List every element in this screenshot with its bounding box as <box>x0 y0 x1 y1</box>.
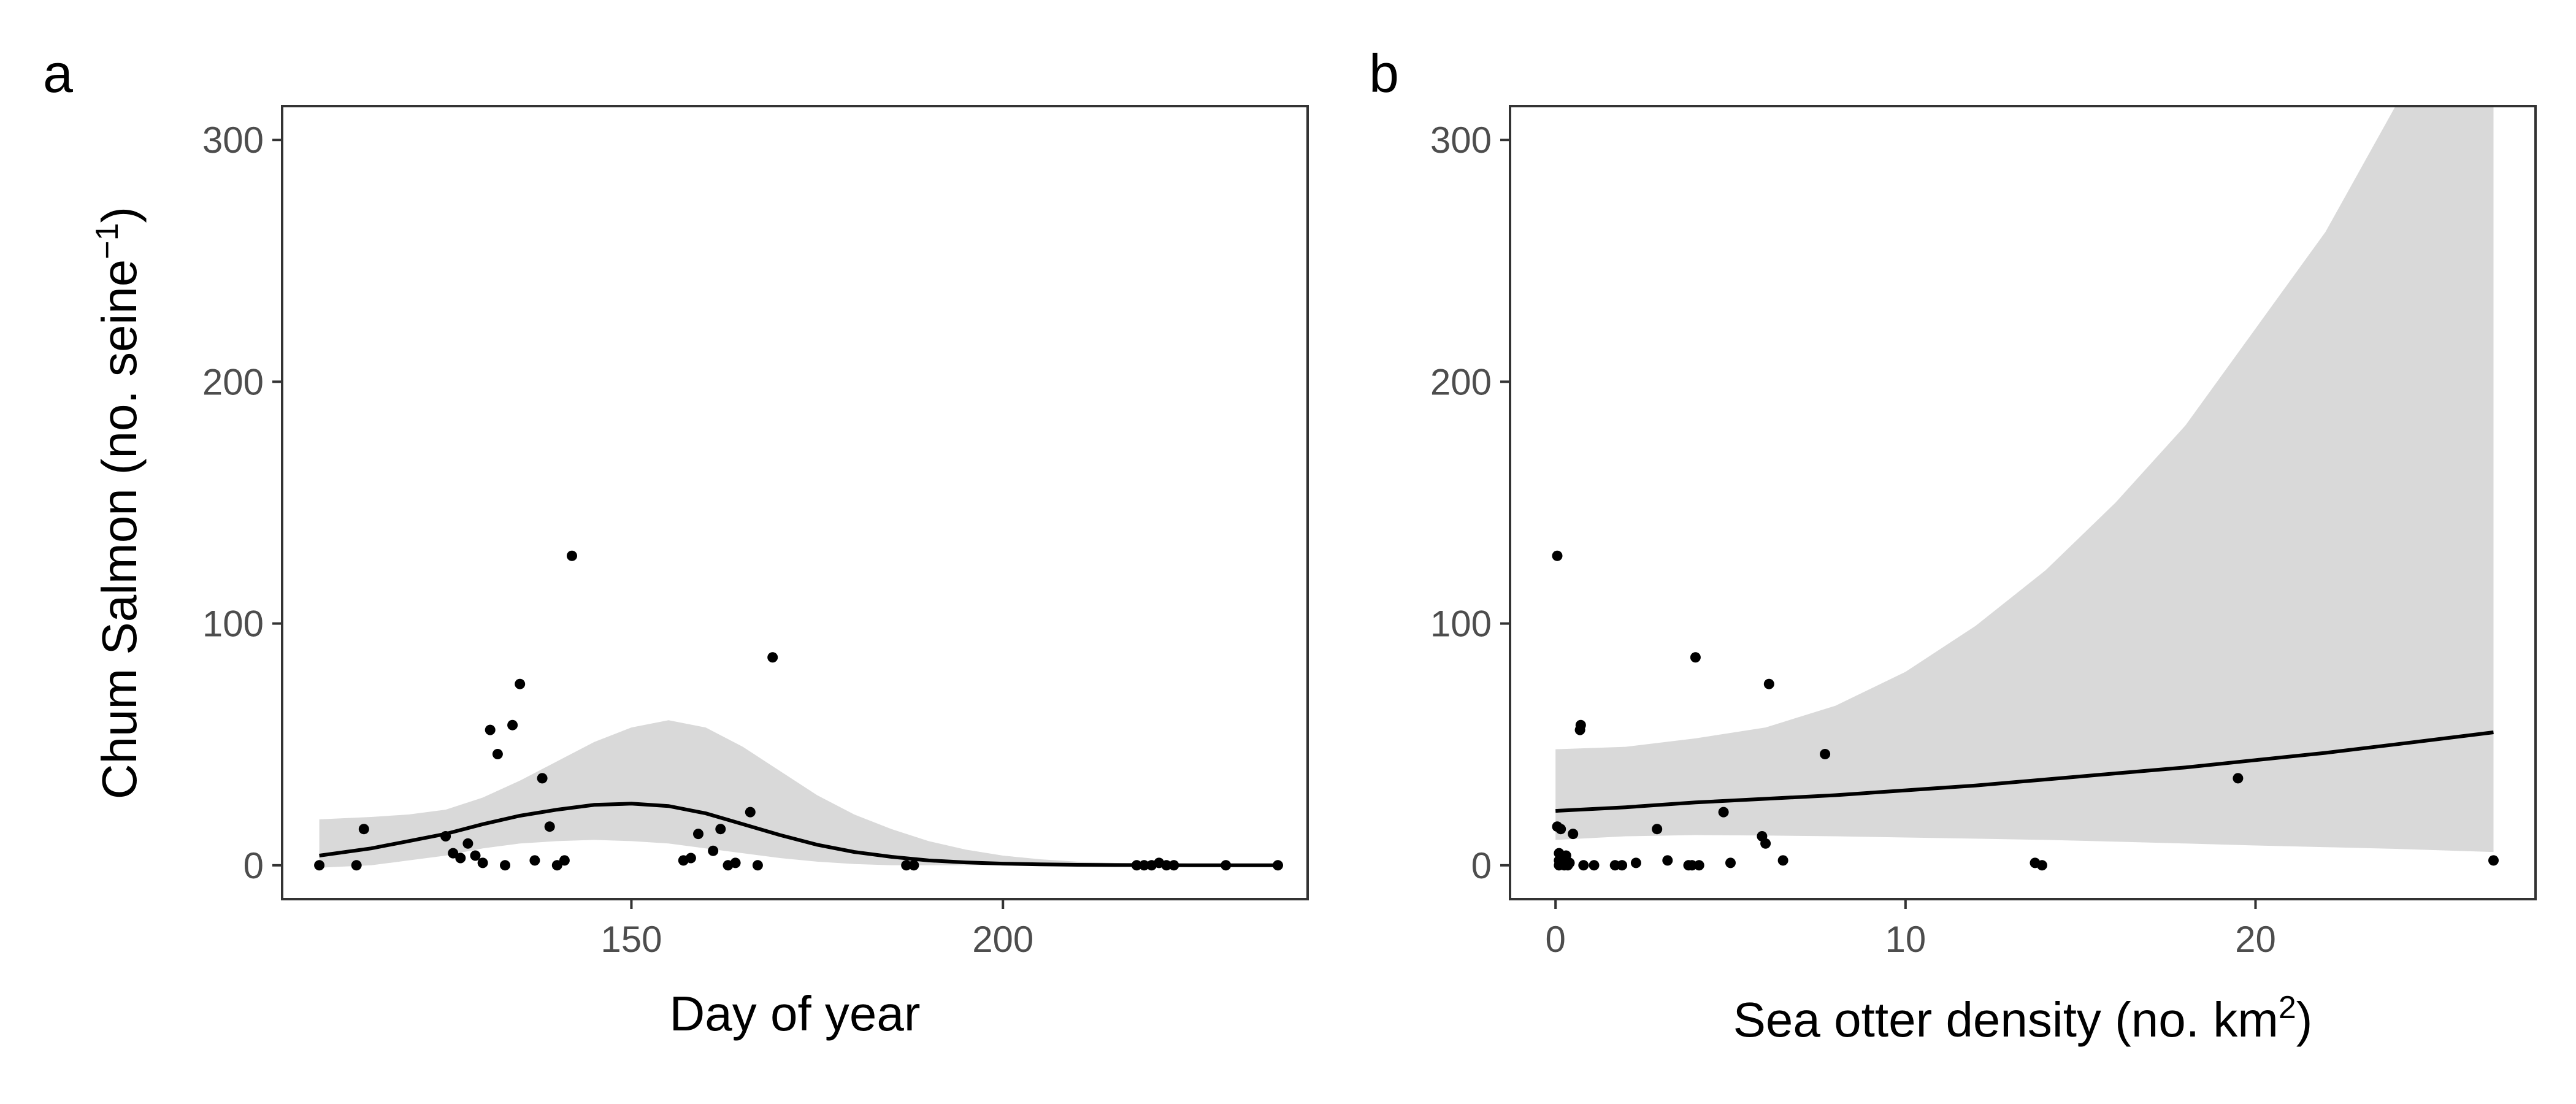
panel-a-data-point <box>551 860 562 871</box>
panel-b: b 0 100 200 300 0 10 20 Sea otter density (no.… <box>1369 43 2537 1047</box>
panel-b-fit-line <box>1555 730 2494 813</box>
panel-b-data-point <box>1564 857 1575 868</box>
panel-b-x-axis-title: Sea otter density (no. km2) <box>1733 990 2313 1047</box>
panel-b-x-tick-label: 20 <box>2235 919 2276 960</box>
panel-a-data-point <box>358 824 369 835</box>
panel-b-y-tick-label: 0 <box>1471 845 1492 886</box>
panel-b-y-tick-label: 100 <box>1430 604 1492 645</box>
panel-a-y-tick-label: 100 <box>202 604 264 645</box>
panel-b-data-point <box>2036 860 2047 871</box>
panel-a-data-point <box>567 550 577 561</box>
panel-b-data-point <box>2233 773 2244 784</box>
panel-b-data-point <box>1693 860 1704 871</box>
panel-a-data-point <box>440 831 451 841</box>
panel-a-data-point <box>715 824 726 835</box>
panel-b-data-point <box>1568 829 1579 840</box>
panel-a-data-point <box>730 857 741 868</box>
panel-b-x-tick-label: 10 <box>1885 919 1926 960</box>
panel-b-border <box>1509 105 2537 900</box>
panel-a-data-point <box>485 724 496 735</box>
panel-a-data-point <box>1138 860 1149 871</box>
panel-b-x-axis-title-superscript: 2 <box>2279 990 2296 1025</box>
panel-b-data-point <box>1690 652 1701 663</box>
panel-b-data-point <box>1578 860 1589 871</box>
panel-a-y-axis-title-superscript: −1 <box>90 223 125 259</box>
panel-a-y-tick-label: 300 <box>202 120 264 161</box>
panel-a-data-point <box>455 853 466 864</box>
panel-b-data-point <box>1718 807 1729 818</box>
panel-a-data-point <box>752 860 763 871</box>
panel-a-data-point <box>1161 860 1172 871</box>
panel-a-data-point <box>559 855 570 866</box>
panel-b-data-point <box>1589 860 1600 871</box>
panel-a-x-axis-title: Day of year <box>669 986 920 1041</box>
panel-a-data-point <box>544 821 555 832</box>
panel-a: a 0 100 200 300 150 200 Day of year Chum Salm… <box>43 43 1309 1041</box>
panel-a-confidence-ribbon <box>319 720 1278 868</box>
panel-a-data-point <box>685 853 696 864</box>
panel-a-y-tick-label: 0 <box>243 845 264 886</box>
panel-a-data-point <box>908 860 919 871</box>
panel-a-data-point <box>470 850 481 861</box>
panel-a-data-point <box>537 773 548 784</box>
panel-b-y-tick-label: 200 <box>1430 361 1492 402</box>
panel-a-data-point <box>529 855 540 866</box>
panel-a-data-point <box>477 857 488 868</box>
panel-b-data-point <box>1652 824 1663 835</box>
panel-b-y-tick-label: 300 <box>1430 120 1492 161</box>
panel-b-data-point <box>1617 860 1628 871</box>
panel-a-data-point <box>500 860 510 871</box>
panel-a-x-tick-label: 150 <box>600 919 662 960</box>
panel-a-data-point <box>515 678 526 689</box>
panel-a-letter: a <box>43 43 73 104</box>
panel-b-data-point <box>1662 855 1673 866</box>
panel-a-data-point <box>1131 860 1142 871</box>
panel-b-x-tick-label: 0 <box>1545 919 1565 960</box>
panel-a-y-axis-title: Chum Salmon (no. seine−1) <box>90 207 147 799</box>
panel-a-plot-area: 0 100 200 300 150 200 <box>202 120 1283 960</box>
panel-b-data-point <box>2488 855 2499 866</box>
panel-a-data-point <box>448 848 459 859</box>
panel-a-data-point <box>901 860 912 871</box>
panel-a-data-point <box>1273 860 1283 871</box>
panel-a-y-axis-title-close: ) <box>92 207 147 223</box>
panel-a-data-point <box>314 860 325 871</box>
panel-a-y-axis-title-main: Chum Salmon (no. seine <box>92 259 147 799</box>
panel-b-plot-area: 0 100 200 300 0 10 20 <box>1430 106 2499 960</box>
panel-a-x-tick-label: 200 <box>972 919 1033 960</box>
panel-b-data-point <box>1552 550 1563 561</box>
panel-a-data-point <box>1168 860 1179 871</box>
panel-a-fit-line <box>319 802 1278 867</box>
panel-b-letter: b <box>1369 43 1399 104</box>
panel-a-data-point <box>492 749 503 759</box>
panel-a-data-point <box>1221 860 1232 871</box>
panel-a-data-point <box>507 719 518 730</box>
panel-b-data-point <box>1630 857 1641 868</box>
panel-b-x-axis-title-close: ) <box>2296 992 2313 1047</box>
panel-b-x-axis-title-main: Sea otter density (no. km <box>1733 992 2279 1047</box>
panel-b-data-point <box>1555 824 1566 835</box>
panel-b-data-point <box>1777 855 1788 866</box>
panel-b-data-point <box>1763 678 1774 689</box>
panel-a-data-point <box>708 845 719 856</box>
panel-a-data-point <box>462 838 473 849</box>
panel-b-data-point <box>1575 719 1586 730</box>
panel-b-data-point <box>1760 838 1771 849</box>
panel-a-data-point <box>767 652 778 663</box>
panel-a-border <box>281 105 1309 900</box>
panel-b-data-point <box>1820 749 1831 759</box>
panel-a-data-point <box>745 807 756 818</box>
panel-b-data-point <box>1725 857 1736 868</box>
panel-a-data-point <box>693 829 703 840</box>
panel-a-y-tick-label: 200 <box>202 361 264 402</box>
panel-b-confidence-ribbon <box>1555 106 2494 853</box>
panel-a-data-point <box>351 860 362 871</box>
